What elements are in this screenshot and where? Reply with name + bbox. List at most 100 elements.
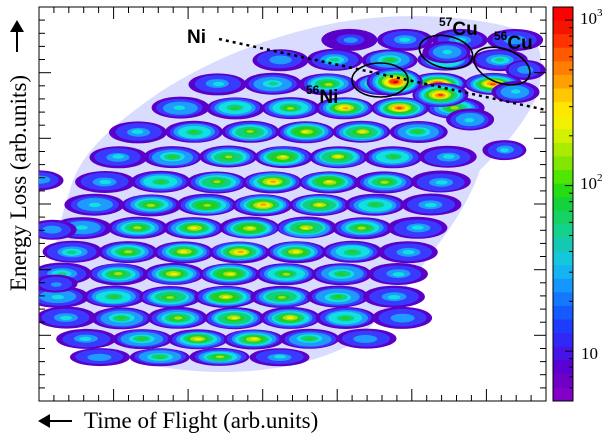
isotope-cluster	[261, 97, 320, 120]
isotope-cluster	[276, 121, 335, 144]
isotope-cluster	[344, 193, 405, 216]
isotope-cluster	[418, 145, 477, 168]
isotope-cluster	[219, 216, 280, 239]
colorbar-band	[553, 183, 573, 198]
colorbar-band	[553, 251, 573, 266]
isotope-cluster	[39, 219, 77, 240]
cbar-tick-label-1000: 103	[580, 7, 603, 28]
isotope-cluster	[289, 194, 350, 216]
isotope-cluster	[377, 241, 438, 264]
colorbar-band	[553, 333, 573, 348]
colorbar-band	[553, 305, 573, 320]
isotope-cluster	[39, 285, 89, 308]
isotope-cluster	[298, 73, 357, 96]
isotope-cluster	[332, 120, 391, 143]
heatmap-clusters	[39, 16, 546, 373]
isotope-cluster	[147, 306, 208, 329]
isotope-cluster	[83, 285, 146, 308]
isotope-cluster	[254, 146, 313, 169]
cu56-ellipse	[473, 46, 531, 86]
colorbar-band	[553, 34, 573, 49]
isotope-cluster	[194, 285, 257, 308]
colorbar-band	[553, 47, 573, 62]
isotope-cluster	[372, 306, 433, 329]
isotope-cluster	[377, 28, 433, 51]
isotope-cluster	[39, 170, 64, 191]
colorbar-band	[553, 129, 573, 144]
isotope-cluster	[332, 217, 393, 240]
isotope-cluster	[89, 146, 148, 169]
colorbar-band	[553, 88, 573, 103]
isotope-cluster	[232, 194, 293, 217]
isotope-cluster	[306, 48, 363, 71]
isotope-cluster	[64, 193, 125, 216]
isotope-cluster	[112, 329, 173, 350]
ni56-element: Ni	[319, 87, 338, 108]
isotope-cluster	[143, 146, 202, 169]
isotope-cluster	[91, 307, 152, 330]
isotope-cluster	[165, 120, 223, 143]
isotope-cluster	[306, 285, 369, 308]
isotope-cluster	[189, 347, 250, 366]
isotope-cluster	[121, 194, 182, 217]
isotope-cluster	[336, 328, 397, 349]
colorbar-band	[553, 224, 573, 239]
isotope-cluster	[129, 348, 190, 367]
colorbar-band	[553, 387, 573, 402]
colorbar-band	[553, 74, 573, 90]
colorbar-band	[553, 346, 573, 361]
isotope-cluster	[223, 329, 284, 350]
y-axis-label: Energy Loss (arb.units)	[6, 74, 31, 292]
isotope-cluster	[252, 49, 309, 72]
cu56-label: 56Cu	[494, 29, 533, 54]
isotope-cluster	[206, 97, 265, 120]
isotope-cluster	[311, 263, 372, 286]
ni56-ellipse	[351, 62, 409, 98]
isotope-cluster	[42, 240, 103, 263]
colorbar-band	[553, 142, 573, 157]
cu57-label: 57Cu	[439, 15, 478, 40]
isotope-cluster	[322, 240, 383, 263]
colorbar-band	[553, 7, 573, 22]
x-axis-arrow	[38, 414, 72, 428]
cu57-element: Cu	[452, 19, 477, 40]
isotope-cluster	[491, 81, 540, 104]
isotope-cluster	[487, 29, 544, 51]
colorbar	[553, 7, 573, 402]
colorbar-band	[553, 360, 573, 375]
colorbar-frame	[552, 6, 574, 402]
isotope-cluster	[412, 82, 469, 107]
isotope-cluster	[109, 121, 167, 144]
isotope-cluster	[107, 216, 168, 239]
isotope-cluster	[199, 145, 258, 168]
isotope-cluster	[482, 140, 527, 161]
isotope-cluster	[364, 146, 423, 169]
isotope-cluster	[401, 193, 462, 216]
isotope-cluster	[315, 97, 374, 120]
isotope-cluster	[130, 170, 191, 193]
isotope-cluster	[309, 146, 368, 169]
y-axis-arrow	[10, 20, 24, 52]
isotope-cluster	[243, 72, 302, 95]
axis-ticks	[38, 6, 547, 402]
isotope-cluster	[75, 171, 136, 193]
isotope-cluster	[361, 49, 418, 72]
isotope-cluster	[362, 285, 425, 308]
isotope-cluster	[249, 348, 310, 367]
cbar-tick-label-100: 102	[580, 172, 603, 193]
ni56-label: 56Ni	[306, 83, 338, 108]
cu57-mass: 57	[439, 15, 453, 29]
isotope-cluster	[299, 171, 360, 194]
isotope-cluster	[221, 120, 280, 143]
isotope-cluster	[321, 28, 378, 51]
isotope-cluster	[276, 216, 337, 239]
colorbar-band	[553, 373, 573, 388]
isotope-cluster	[446, 108, 495, 131]
colorbar-band	[553, 319, 573, 334]
isotope-cluster	[39, 274, 78, 293]
isotope-cluster	[422, 41, 471, 64]
isotope-cluster	[139, 286, 202, 308]
isotope-cluster	[389, 121, 448, 143]
isotope-cluster	[98, 241, 159, 264]
isotope-cluster	[70, 348, 130, 367]
